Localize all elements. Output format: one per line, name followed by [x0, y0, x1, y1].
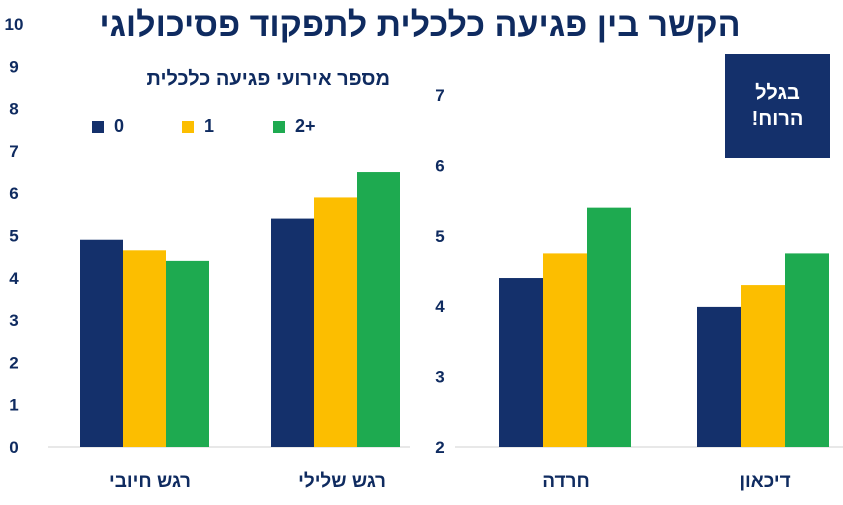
bar-1-1-2: [785, 253, 829, 447]
bar-1-0-1: [543, 253, 587, 447]
y-tick-label-0-0: 0: [9, 438, 18, 457]
category-label-1-0: חרדה: [542, 471, 590, 492]
legend-label-0: 0: [114, 116, 125, 136]
legend-item-1: 1: [182, 116, 214, 137]
y-tick-label-0-5: 5: [9, 227, 18, 246]
y-tick-label-1-0: 2: [435, 438, 444, 457]
y-tick-label-0-10: 10: [5, 15, 24, 34]
y-tick-label-0-2: 2: [9, 353, 18, 372]
logo: בגלל הרוח!: [725, 54, 830, 158]
legend-swatch-0: [92, 120, 104, 133]
bar-0-0-0: [80, 239, 123, 447]
category-label-0-1: רגש שלילי: [298, 471, 386, 492]
legend-swatch-2: [273, 120, 285, 133]
category-label-0-0: רגש חיובי: [109, 471, 191, 492]
logo-line-2: הרוח!: [751, 108, 804, 130]
y-tick-label-0-9: 9: [9, 57, 18, 76]
bar-1-0-0: [499, 278, 543, 447]
category-label-1-1: דיכאון: [739, 471, 790, 492]
bar-0-0-1: [123, 250, 166, 447]
y-tick-label-1-1: 3: [435, 368, 444, 387]
bar-0-1-0: [271, 218, 314, 447]
y-tick-label-1-5: 7: [435, 86, 444, 105]
y-tick-label-1-3: 5: [435, 227, 444, 246]
legend-title: מספר אירועי פגיעה כלכלית: [146, 68, 390, 90]
bar-0-0-2: [166, 260, 209, 447]
y-tick-label-0-7: 7: [9, 142, 18, 161]
legend-swatch-1: [182, 120, 194, 133]
legend-item-2: 2+: [273, 116, 316, 137]
bar-0-1-2: [357, 172, 400, 448]
y-tick-label-0-8: 8: [9, 100, 18, 119]
legend-item-0: 0: [92, 116, 124, 137]
bar-1-1-0: [697, 306, 741, 447]
page-title: הקשר בין פגיעה כלכלית לתפקוד פסיכולוגי: [99, 6, 741, 44]
bar-1-1-1: [741, 285, 785, 447]
y-tick-label-0-6: 6: [9, 184, 18, 203]
logo-line-1: בגלל: [755, 82, 800, 104]
y-tick-label-0-3: 3: [9, 311, 18, 330]
bar-0-1-1: [314, 197, 357, 447]
y-tick-label-0-4: 4: [9, 269, 19, 288]
y-tick-label-0-1: 1: [9, 396, 18, 415]
y-tick-label-1-4: 6: [435, 156, 444, 175]
legend-label-2: 2+: [295, 116, 316, 136]
bar-1-0-2: [587, 207, 631, 447]
legend-label-1: 1: [204, 116, 215, 136]
y-tick-label-1-2: 4: [435, 297, 445, 316]
